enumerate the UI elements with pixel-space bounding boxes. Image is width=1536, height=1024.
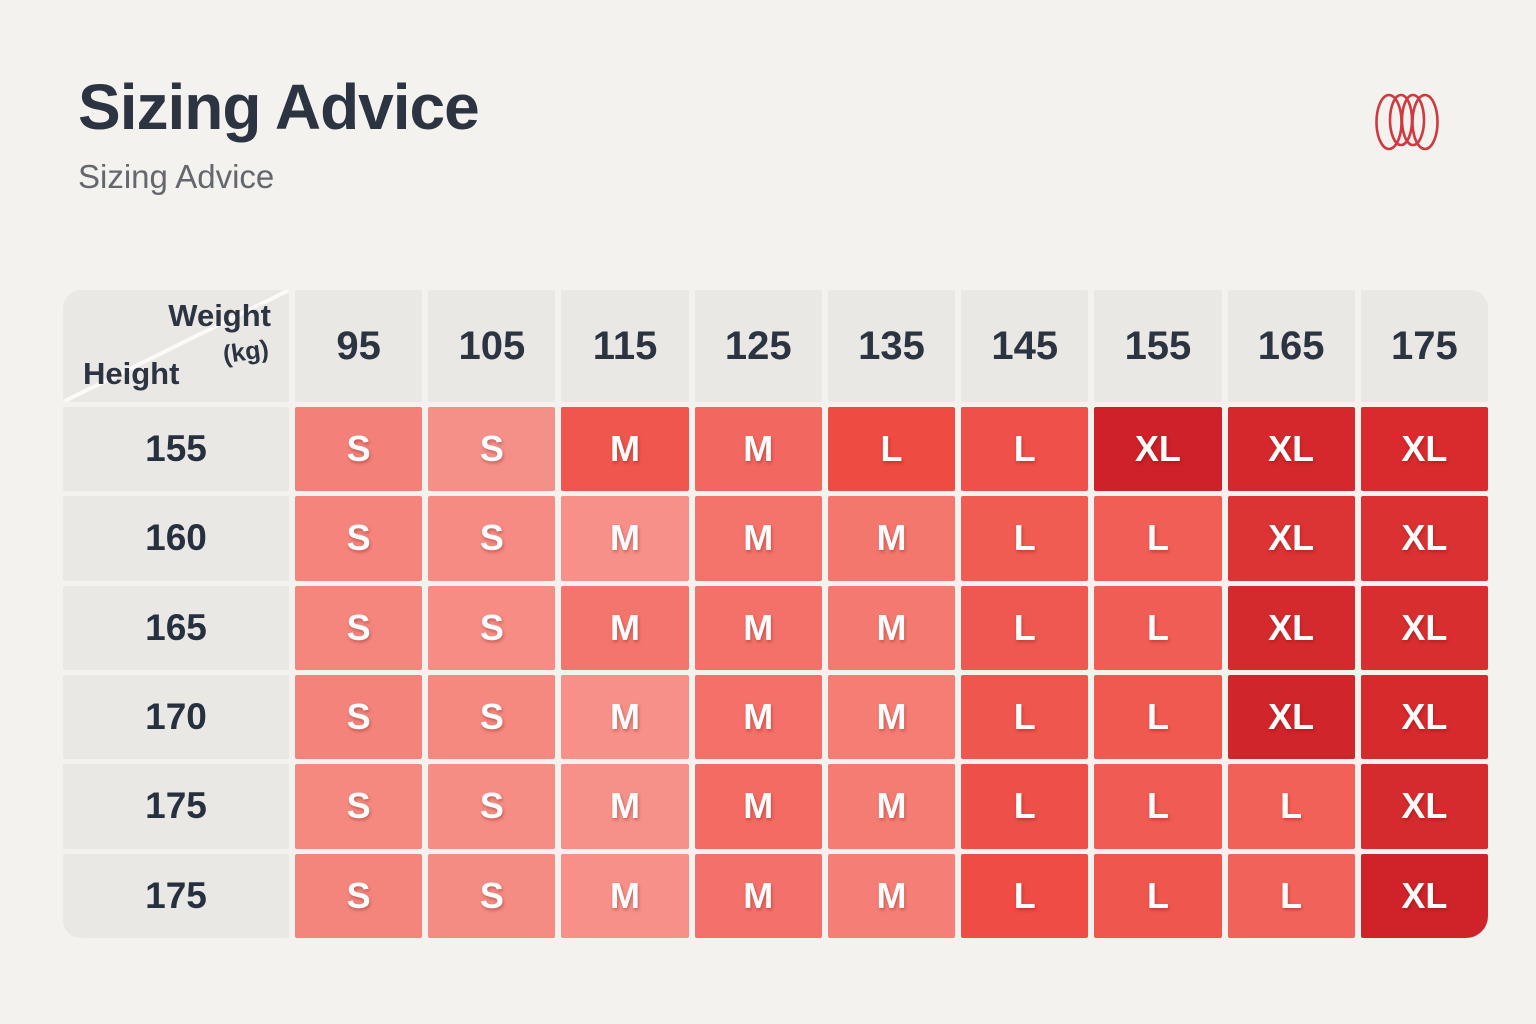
size-cell: S bbox=[295, 585, 423, 670]
size-cell: XL bbox=[1360, 675, 1488, 760]
corner-height-label: Height bbox=[83, 356, 180, 391]
size-cell: L bbox=[1094, 585, 1222, 670]
size-cell: S bbox=[428, 496, 556, 581]
size-cell: L bbox=[961, 853, 1089, 938]
overlapping-rings-logo-icon bbox=[1375, 93, 1439, 151]
size-cell: XL bbox=[1227, 496, 1355, 581]
size-cell: M bbox=[561, 585, 689, 670]
size-cell: M bbox=[827, 675, 956, 760]
size-cell: M bbox=[561, 675, 689, 760]
weight-header-cell: 155 bbox=[1094, 290, 1222, 402]
size-cell: L bbox=[961, 675, 1089, 760]
size-cell: XL bbox=[1227, 407, 1355, 492]
weight-header-cell: 135 bbox=[827, 290, 956, 402]
weight-header-cell: 115 bbox=[561, 290, 689, 402]
size-cell: S bbox=[428, 853, 556, 938]
size-cell: L bbox=[827, 407, 956, 492]
table-corner-cell: Weight (kg) Height bbox=[63, 290, 289, 402]
size-cell: XL bbox=[1360, 496, 1488, 581]
size-cell: M bbox=[561, 764, 689, 849]
size-cell: XL bbox=[1360, 764, 1488, 849]
size-cell: L bbox=[1094, 853, 1222, 938]
size-cell: S bbox=[428, 585, 556, 670]
size-cell: S bbox=[428, 675, 556, 760]
size-cell: S bbox=[428, 407, 556, 492]
size-cell: XL bbox=[1360, 585, 1488, 670]
size-cell: L bbox=[961, 764, 1089, 849]
size-cell: L bbox=[1094, 675, 1222, 760]
size-cell: M bbox=[561, 407, 689, 492]
size-cell: L bbox=[1227, 764, 1355, 849]
size-cell: XL bbox=[1094, 407, 1222, 492]
size-cell: L bbox=[961, 496, 1089, 581]
size-cell: S bbox=[295, 675, 423, 760]
size-cell: M bbox=[694, 853, 822, 938]
page-title: Sizing Advice bbox=[78, 71, 480, 143]
size-cell: XL bbox=[1360, 853, 1488, 938]
size-cell: L bbox=[1227, 853, 1355, 938]
weight-header-cell: 145 bbox=[961, 290, 1089, 402]
size-cell: M bbox=[694, 407, 822, 492]
size-cell: M bbox=[694, 675, 822, 760]
size-cell: XL bbox=[1360, 407, 1488, 492]
weight-header-cell: 165 bbox=[1227, 290, 1355, 402]
size-cell: M bbox=[694, 764, 822, 849]
size-cell: M bbox=[827, 496, 956, 581]
size-cell: M bbox=[694, 585, 822, 670]
size-cell: XL bbox=[1227, 585, 1355, 670]
size-cell: M bbox=[827, 764, 956, 849]
height-label-cell: 170 bbox=[63, 675, 289, 760]
size-cell: M bbox=[561, 853, 689, 938]
weight-header-cell: 125 bbox=[694, 290, 822, 402]
size-cell: S bbox=[295, 496, 423, 581]
size-cell: S bbox=[295, 764, 423, 849]
corner-weight-label: Weight bbox=[168, 298, 271, 333]
height-label-cell: 175 bbox=[63, 853, 289, 938]
height-label-cell: 160 bbox=[63, 496, 289, 581]
size-cell: M bbox=[561, 496, 689, 581]
height-label-cell: 165 bbox=[63, 585, 289, 670]
size-cell: L bbox=[961, 407, 1089, 492]
page-subtitle: Sizing Advice bbox=[78, 158, 275, 196]
size-cell: M bbox=[827, 585, 956, 670]
size-cell: L bbox=[1094, 764, 1222, 849]
size-cell: S bbox=[428, 764, 556, 849]
size-cell: M bbox=[694, 496, 822, 581]
weight-header-cell: 95 bbox=[295, 290, 423, 402]
size-cell: L bbox=[961, 585, 1089, 670]
size-cell: M bbox=[827, 853, 956, 938]
weight-header-cell: 105 bbox=[428, 290, 556, 402]
sizing-table: Weight (kg) Height 95 105 115 125 135 145 155 1… bbox=[63, 290, 1488, 938]
corner-weight-unit: (kg) bbox=[221, 334, 271, 370]
weight-header-cell: 175 bbox=[1360, 290, 1488, 402]
size-cell: L bbox=[1094, 496, 1222, 581]
size-cell: S bbox=[295, 853, 423, 938]
height-label-cell: 175 bbox=[63, 764, 289, 849]
size-cell: XL bbox=[1227, 675, 1355, 760]
size-cell: S bbox=[295, 407, 423, 492]
page-header: Sizing Advice Sizing Advice bbox=[78, 71, 480, 196]
height-label-cell: 155 bbox=[63, 407, 289, 492]
